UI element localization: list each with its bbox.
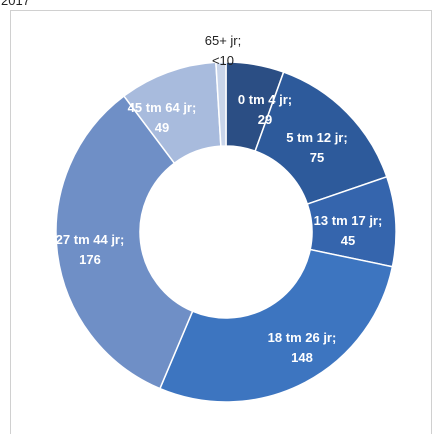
chart-year-label: 2017 (1, 0, 30, 8)
slice-data-label: 0 tm 4 jr; 29 (238, 92, 292, 127)
slice-data-label: 5 tm 12 jr; 75 (286, 130, 347, 165)
slice-data-label: 65+ jr; <10 (205, 33, 242, 68)
donut-slice (55, 94, 194, 390)
donut-slice (215, 61, 227, 147)
slice-data-label: 27 tm 44 jr; 176 (56, 232, 125, 267)
donut-slice (158, 248, 394, 403)
slice-data-label: 18 tm 26 jr; 148 (268, 330, 337, 365)
chart-frame (10, 10, 432, 434)
slice-data-label: 13 tm 17 jr; 45 (314, 213, 383, 248)
slice-data-label: 45 tm 64 jr; 49 (128, 100, 197, 135)
